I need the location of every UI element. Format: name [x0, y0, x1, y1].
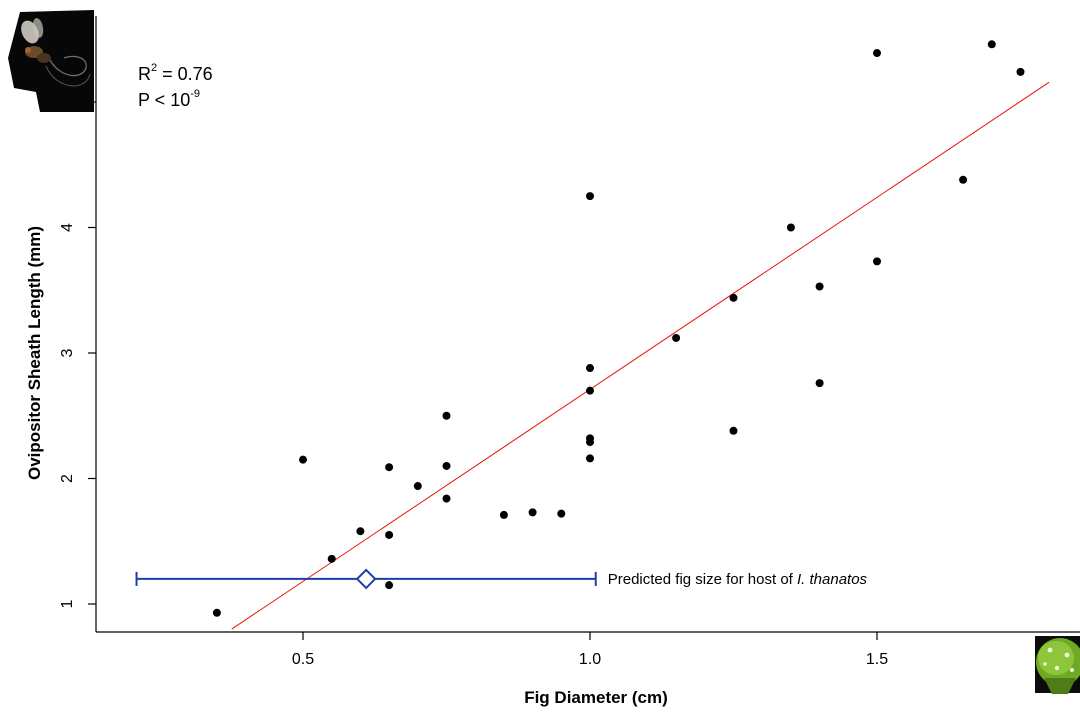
data-point	[729, 426, 738, 435]
r2-value: = 0.76	[157, 64, 213, 84]
prediction-diamond-marker	[355, 568, 377, 590]
data-point	[385, 530, 394, 539]
p-value-label: P < 10-9	[138, 88, 200, 110]
r2-prefix: R	[138, 64, 151, 84]
x-tick-label: 1.0	[579, 651, 601, 668]
data-point	[327, 554, 336, 563]
data-point	[873, 257, 881, 266]
x-ticks: 0.5 1.0 1.5	[292, 632, 888, 668]
data-point	[586, 364, 594, 373]
data-point	[442, 411, 451, 420]
data-point	[299, 455, 307, 464]
data-point	[815, 379, 824, 388]
p-exponent: -9	[190, 88, 200, 100]
data-point	[786, 223, 795, 232]
x-tick-label: 1.5	[866, 651, 888, 668]
fig-wasp-photo	[8, 10, 94, 112]
data-point	[959, 175, 968, 184]
data-point	[557, 509, 566, 518]
data-point	[212, 608, 221, 617]
data-point	[815, 282, 824, 291]
data-point	[413, 482, 422, 491]
data-point	[729, 293, 738, 302]
y-tick-label: 1	[59, 599, 76, 608]
y-tick-label: 2	[59, 474, 76, 483]
data-point	[586, 386, 594, 395]
r2-exponent: 2	[151, 62, 157, 74]
data-point	[499, 510, 508, 519]
data-point	[385, 463, 394, 472]
y-axis-title: Ovipositor Sheath Length (mm)	[25, 226, 44, 480]
data-point	[356, 527, 365, 536]
x-axis-title: Fig Diameter (cm)	[524, 688, 668, 707]
data-point	[873, 49, 881, 58]
prediction-label: Predicted fig size for host of I. thanat…	[608, 571, 868, 588]
data-point	[672, 333, 681, 342]
x-tick-label: 0.5	[292, 651, 314, 668]
prediction-label-text: Predicted fig size for host of	[608, 571, 797, 588]
data-point	[385, 581, 394, 590]
data-point	[987, 40, 996, 49]
data-point	[442, 461, 451, 470]
prediction-label-species: I. thanatos	[797, 571, 868, 588]
y-ticks: 12345	[59, 97, 96, 608]
data-point	[586, 438, 594, 447]
data-point	[586, 192, 594, 201]
data-points	[212, 40, 1025, 617]
prediction-interval: Predicted fig size for host of I. thanat…	[135, 568, 868, 590]
y-tick-label: 3	[59, 348, 76, 357]
data-point	[442, 494, 451, 503]
data-point	[528, 508, 537, 517]
r-squared-label: R2 = 0.76	[138, 62, 213, 84]
regression-line	[231, 81, 1050, 630]
data-point	[586, 454, 594, 463]
data-point	[1016, 67, 1025, 76]
green-fig-photo	[1035, 636, 1080, 694]
axes: 0.51.01.5 12345	[59, 16, 1080, 668]
y-tick-label: 4	[59, 223, 76, 232]
p-prefix: P < 10	[138, 90, 190, 110]
